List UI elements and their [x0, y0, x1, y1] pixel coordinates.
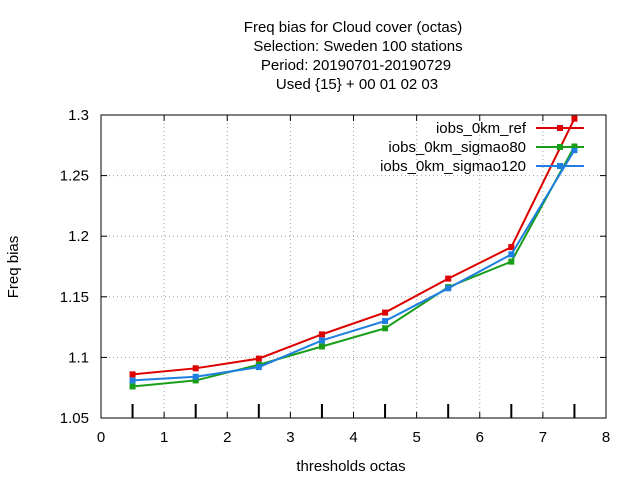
x-tick-label-5: 5 [412, 429, 420, 446]
series-0-point-0 [129, 371, 136, 378]
series-2-point-7 [571, 147, 578, 154]
x-tick-label-7: 7 [539, 429, 547, 446]
series-2 [129, 147, 578, 384]
series-line-0 [132, 118, 576, 376]
series-1-point-3 [318, 343, 325, 350]
series-1-point-6 [508, 258, 515, 265]
series-2-point-0 [129, 377, 136, 384]
y-tick-label-0: 1.05 [60, 410, 89, 427]
series-2-point-1 [192, 373, 199, 380]
legend-marker-1 [557, 144, 563, 150]
legend-label-1: iobs_0km_sigmao80 [388, 139, 526, 156]
series-0-point-1 [192, 365, 199, 372]
x-tick-label-3: 3 [286, 429, 294, 446]
rug-ticks [131, 404, 576, 418]
y-tick-labels: 1.05 1.1 1.15 1.2 1.25 1.3 [60, 107, 89, 427]
series-2-point-5 [445, 285, 452, 292]
chart-title: Freq bias for Cloud cover (octas) Select… [244, 19, 463, 93]
x-axis-label: thresholds octas [296, 458, 405, 475]
y-axis-label: Freq bias [5, 236, 22, 299]
y-tick-label-1: 1.1 [68, 349, 89, 366]
legend-marker-2 [557, 163, 563, 169]
grid [101, 115, 606, 418]
plot-frame [100, 114, 607, 419]
legend: iobs_0km_ref iobs_0km_sigmao80 iobs_0km_si… [380, 120, 584, 175]
y-tick-label-2: 1.15 [60, 289, 89, 306]
series-0 [129, 115, 578, 378]
title-line-2: Selection: Sweden 100 stations [253, 38, 462, 55]
x-tick-label-4: 4 [349, 429, 357, 446]
legend-marker-0 [557, 125, 563, 131]
x-tick-label-1: 1 [160, 429, 168, 446]
series-2-point-4 [382, 318, 389, 325]
series-0-point-3 [318, 331, 325, 338]
x-tick-label-0: 0 [97, 429, 105, 446]
series-1 [129, 143, 578, 390]
x-tick-label-6: 6 [476, 429, 484, 446]
series-2-point-3 [318, 337, 325, 344]
title-line-1: Freq bias for Cloud cover (octas) [244, 19, 462, 36]
title-line-3: Period: 20190701-20190729 [261, 57, 451, 74]
y-tick-label-4: 1.25 [60, 168, 89, 185]
legend-label-0: iobs_0km_ref [436, 120, 527, 137]
series-0-point-7 [571, 115, 578, 122]
series-1-point-0 [129, 383, 136, 390]
series-2-point-2 [255, 364, 262, 371]
series-1-point-1 [192, 377, 199, 384]
series-0-point-4 [382, 309, 389, 316]
x-tick-label-8: 8 [602, 429, 610, 446]
axis-ticks [100, 114, 607, 419]
series-line-2 [132, 149, 576, 382]
x-tick-label-2: 2 [223, 429, 231, 446]
series-lines [129, 115, 578, 390]
x-tick-labels: 0 1 2 3 4 5 6 7 8 [97, 429, 610, 446]
y-tick-label-3: 1.2 [68, 228, 89, 245]
title-line-4: Used {15} + 00 01 02 03 [276, 76, 438, 93]
series-0-point-6 [508, 244, 515, 251]
y-tick-label-5: 1.3 [68, 107, 89, 124]
series-line-1 [132, 146, 576, 388]
series-0-point-5 [445, 275, 452, 282]
series-2-point-6 [508, 251, 515, 258]
legend-label-2: iobs_0km_sigmao120 [380, 158, 526, 175]
series-1-point-4 [382, 325, 389, 332]
series-0-point-2 [255, 355, 262, 362]
